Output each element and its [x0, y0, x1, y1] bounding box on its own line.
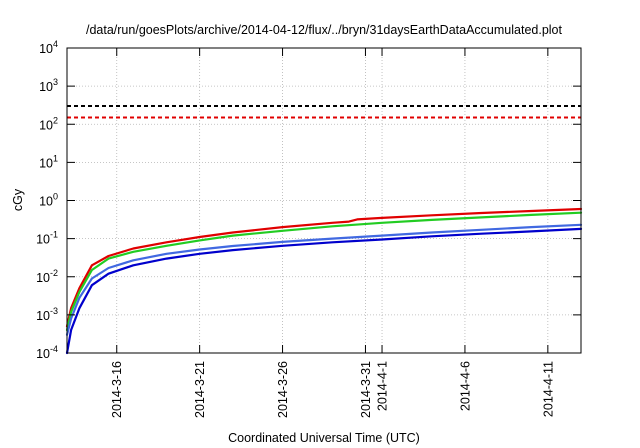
y-tick-labels: 10-4 10-3 10-2 10-1 100 101 102 103 104: [36, 39, 58, 361]
y-axis-label: cGy: [11, 188, 25, 211]
x-tick-label: 2014-3-16: [110, 361, 124, 418]
series-line: [65, 227, 583, 355]
y-tick-label: 101: [39, 153, 58, 170]
chart-title: /data/run/goesPlots/archive/2014-04-12/f…: [86, 23, 562, 37]
y-tick-label: 102: [39, 115, 58, 132]
threshold-lines: [67, 105, 581, 119]
y-tick-label: 10-1: [36, 230, 58, 247]
y-tick-label: 100: [39, 192, 58, 209]
x-tick-label: 2014-4-11: [541, 361, 555, 417]
y-tick-label: 10-3: [36, 306, 58, 323]
x-tick-label: 2014-4-6: [458, 361, 472, 411]
series-line: [65, 223, 583, 336]
x-tick-labels: 2014-3-16 2014-3-21 2014-3-26 2014-3-31 2014…: [110, 361, 555, 418]
y-tick-label: 104: [39, 39, 58, 56]
y-tick-label: 10-2: [36, 268, 58, 285]
series-lines: [65, 207, 583, 355]
x-tick-label: 2014-3-31: [359, 361, 373, 418]
x-tick-label: 2014-3-26: [276, 361, 290, 418]
plot-frame: [66, 47, 582, 354]
x-tick-label: 2014-4-1: [376, 361, 390, 411]
tick-marks: [67, 47, 581, 354]
x-tick-label: 2014-3-21: [193, 361, 207, 418]
grid-lines: [67, 48, 581, 353]
x-axis-label: Coordinated Universal Time (UTC): [228, 431, 420, 445]
y-tick-label: 103: [39, 77, 58, 94]
series-line: [65, 211, 583, 332]
series-line: [65, 207, 583, 328]
y-tick-label: 10-4: [36, 344, 58, 361]
